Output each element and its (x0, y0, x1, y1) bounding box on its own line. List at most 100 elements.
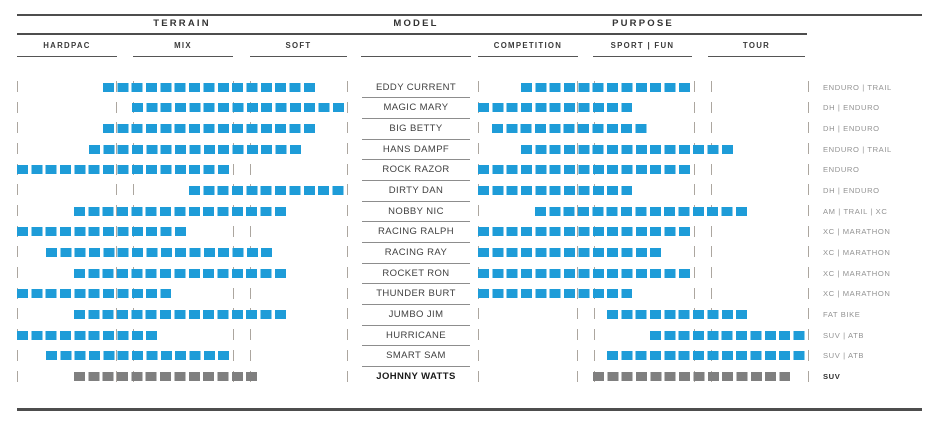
scale-tick (711, 246, 712, 258)
divider (593, 56, 692, 57)
scale-tick (347, 184, 348, 196)
scale-tick (808, 370, 809, 382)
purpose-rating-bar (478, 227, 690, 237)
column-header-tour: TOUR (742, 41, 771, 50)
scale-tick (17, 184, 18, 196)
model-label: HURRICANE (385, 329, 447, 341)
purpose-rating-bar (478, 165, 690, 175)
scale-tick (17, 246, 18, 258)
model-row-divider (362, 366, 470, 368)
purpose-rating-bar (492, 123, 647, 133)
terrain-rating (17, 81, 348, 93)
terrain-rating (17, 370, 348, 383)
model-label: DIRTY DAN (388, 184, 444, 196)
scale-tick (478, 370, 479, 382)
scale-tick (347, 308, 348, 320)
terrain-rating-bar (45, 247, 272, 257)
model-label: ROCK RAZOR (382, 164, 450, 176)
purpose-rating (478, 246, 809, 258)
purpose-rating (478, 225, 809, 238)
scale-tick (250, 349, 251, 361)
purpose-rating (478, 370, 809, 383)
scale-tick (116, 101, 117, 113)
top-rule (17, 14, 922, 16)
purpose-rating (478, 143, 809, 155)
model-label: EDDY CURRENT (375, 81, 457, 93)
model-row-divider (362, 200, 470, 202)
model-row-divider (362, 304, 470, 305)
scale-tick (577, 308, 578, 320)
model-row-divider (362, 283, 470, 285)
scale-tick (694, 122, 695, 134)
scale-tick (347, 370, 348, 382)
scale-tick (711, 184, 712, 196)
terrain-rating-bar (17, 289, 172, 299)
scale-tick (347, 205, 348, 217)
category-label: DH | ENDURO (823, 185, 880, 195)
scale-tick (17, 101, 18, 113)
terrain-rating-bar (74, 309, 287, 319)
scale-tick (250, 287, 251, 299)
model-row-divider (362, 138, 470, 140)
model-row-divider (362, 324, 470, 326)
purpose-rating (478, 349, 809, 362)
scale-tick (17, 205, 18, 217)
scale-tick (17, 370, 18, 382)
group-header-purpose: PURPOSE (612, 18, 674, 29)
scale-tick (347, 287, 348, 299)
category-label: XC | MARATHON (823, 227, 891, 237)
purpose-rating (478, 329, 809, 341)
column-header-hardpac: HARDPAC (43, 41, 91, 50)
scale-tick (478, 143, 479, 155)
group-header-model: MODEL (393, 18, 439, 29)
scale-tick (808, 101, 809, 113)
category-label: XC | MARATHON (823, 289, 891, 299)
model-label: MAGIC MARY (383, 102, 449, 114)
scale-tick (17, 143, 18, 155)
terrain-rating (17, 308, 348, 320)
terrain-rating-bar (17, 330, 158, 340)
model-label: SMART SAM (386, 350, 446, 362)
scale-tick (233, 225, 234, 237)
scale-tick (808, 184, 809, 196)
column-header-sport-fun: SPORT | FUN (610, 41, 675, 50)
terrain-rating (17, 349, 348, 362)
scale-tick (347, 143, 348, 155)
column-header-mix: MIX (174, 41, 192, 50)
terrain-rating-bar (103, 123, 315, 133)
scale-tick (478, 349, 479, 361)
scale-tick (808, 143, 809, 155)
scale-tick (808, 308, 809, 320)
scale-tick (711, 101, 712, 113)
purpose-rating (478, 122, 809, 134)
terrain-rating (17, 184, 348, 196)
scale-tick (711, 122, 712, 134)
purpose-rating-bar (478, 268, 690, 278)
scale-tick (17, 267, 18, 279)
scale-tick (250, 163, 251, 175)
scale-tick (808, 225, 809, 237)
model-label: NOBBY NIC (388, 205, 444, 217)
scale-tick (347, 122, 348, 134)
terrain-rating-bar (74, 268, 287, 278)
terrain-rating (17, 287, 348, 300)
category-label: DH | ENDURO (823, 103, 880, 113)
scale-tick (133, 184, 134, 196)
scale-tick (577, 370, 578, 382)
category-label: FAT BIKE (823, 309, 861, 319)
purpose-rating (478, 81, 809, 93)
scale-tick (694, 246, 695, 258)
scale-tick (808, 246, 809, 258)
scale-tick (711, 163, 712, 175)
terrain-rating (17, 163, 348, 176)
category-label: XC | MARATHON (823, 268, 891, 278)
model-row-divider (362, 221, 470, 223)
purpose-rating (478, 101, 809, 114)
scale-tick (347, 163, 348, 175)
purpose-rating-bar (478, 289, 633, 299)
scale-tick (711, 267, 712, 279)
model-label: THUNDER BURT (376, 288, 456, 300)
category-label: AM | TRAIL | XC (823, 206, 888, 216)
scale-tick (347, 246, 348, 258)
scale-tick (17, 122, 18, 134)
